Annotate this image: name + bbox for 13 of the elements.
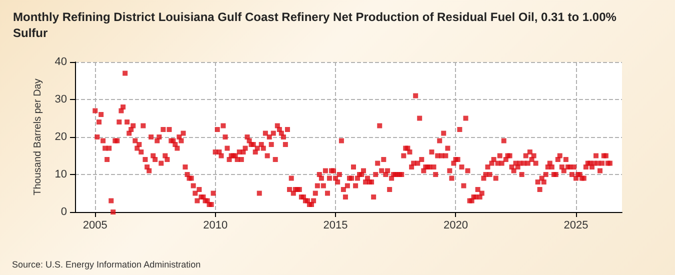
x-tick-label: 2005 — [82, 220, 108, 232]
y-tick-label: 40 — [54, 56, 67, 68]
x-tick-label: 2025 — [564, 220, 588, 232]
chart-title: Monthly Refining District Louisiana Gulf Coast Refinery Net Production of Residual Fuel Oil, 0.31 to 1.00% Sulfur — [13, 10, 620, 40]
y-tick-label: 20 — [54, 131, 67, 143]
y-tick-label: 0 — [60, 206, 67, 218]
x-tick-label: 2020 — [443, 220, 468, 232]
y-tick-label: 30 — [54, 94, 67, 106]
source-note: Source: U.S. Energy Information Administration — [12, 260, 201, 270]
y-tick-label: 10 — [54, 168, 67, 180]
x-tick-label: 2015 — [323, 220, 348, 232]
x-tick-label: 2010 — [203, 220, 228, 232]
y-axis-title: Thousand Barrels per Day — [32, 78, 44, 196]
